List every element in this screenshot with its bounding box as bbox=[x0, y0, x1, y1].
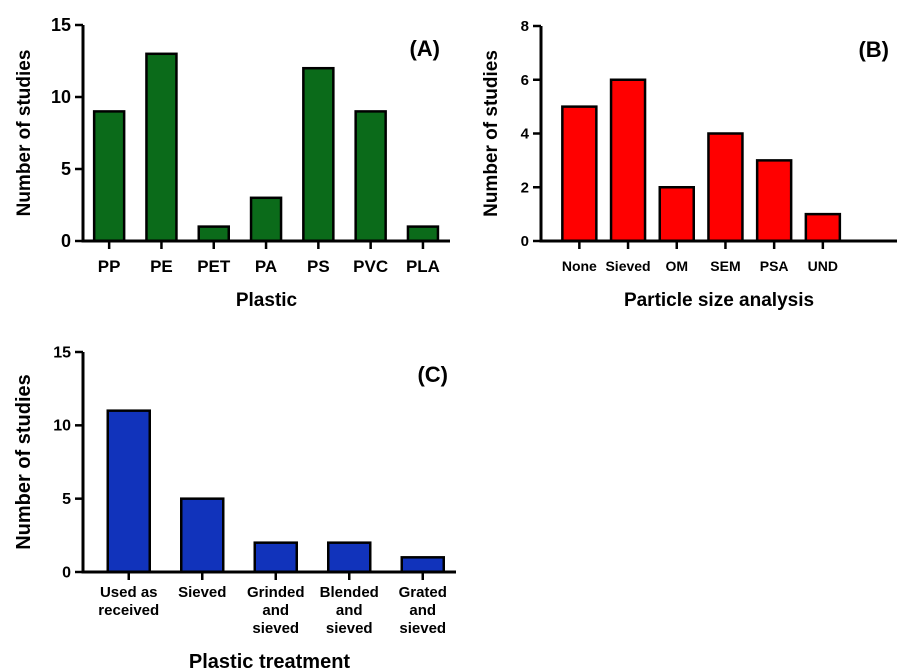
x-tick-label-2-4: sieved bbox=[399, 620, 446, 637]
x-axis-title: Particle size analysis bbox=[624, 290, 814, 311]
x-tick-label-0-5: PVC bbox=[353, 257, 388, 276]
x-tick-label-2-4: Grated bbox=[399, 584, 447, 601]
panel-tag: (C) bbox=[417, 362, 448, 387]
bar-0-1 bbox=[145, 52, 178, 243]
x-tick-label-1-1: Sieved bbox=[605, 258, 650, 274]
y-axis-title: Number of studies bbox=[13, 374, 35, 550]
x-tick-label-2-0: received bbox=[98, 602, 159, 619]
x-tick-label-1-4: PSA bbox=[760, 258, 789, 274]
bar-2-4 bbox=[400, 556, 445, 574]
y-axis-title: Number of studies bbox=[481, 50, 502, 217]
x-tick-label-1-5: UND bbox=[808, 258, 838, 274]
x-tick-label-2-3: Blended bbox=[320, 584, 379, 601]
bar-1-5 bbox=[804, 212, 842, 243]
y-tick-label-2-0: 0 bbox=[62, 564, 71, 581]
bar-0-4 bbox=[302, 66, 335, 243]
y-tick-label-2-3: 15 bbox=[53, 344, 71, 361]
x-tick-label-2-2: Grinded bbox=[247, 584, 305, 601]
x-tick-label-2-0: Used as bbox=[100, 584, 158, 601]
x-tick-label-1-2: OM bbox=[665, 258, 688, 274]
x-tick-label-1-0: None bbox=[562, 258, 597, 274]
y-tick-label-0-0: 0 bbox=[61, 231, 71, 251]
panel-tag: (B) bbox=[858, 37, 889, 62]
bar-0-5 bbox=[354, 110, 387, 243]
panel-b: 0 2 4 6 8 None Sieved OM SEM PSA UND Number of stud… bbox=[481, 18, 897, 311]
bar-0-0 bbox=[92, 110, 126, 243]
x-tick-label-2-3: sieved bbox=[326, 620, 373, 637]
y-tick-label-0-2: 10 bbox=[51, 87, 71, 107]
bar-2-3 bbox=[327, 541, 372, 574]
y-tick-label-2-2: 10 bbox=[53, 418, 71, 435]
bar-0-6 bbox=[406, 225, 440, 243]
y-axis-title: Number of studies bbox=[14, 50, 35, 217]
x-tick-label-2-1: Sieved bbox=[178, 584, 226, 601]
y-tick-label-2-1: 5 bbox=[62, 491, 71, 508]
x-tick-label-0-2: PET bbox=[197, 257, 231, 276]
y-tick-label-1-4: 8 bbox=[521, 18, 529, 35]
x-tick-label-0-4: PS bbox=[307, 257, 330, 276]
bar-2-1 bbox=[180, 497, 225, 574]
y-tick-label-0-3: 15 bbox=[51, 15, 71, 35]
y-tick-label-1-0: 0 bbox=[521, 233, 529, 250]
x-tick-label-0-0: PP bbox=[98, 257, 121, 276]
bar-0-3 bbox=[249, 196, 283, 243]
bar-2-0 bbox=[106, 409, 151, 574]
panel-a: 0 5 10 15 PP PE PET PA PS PVC PLA Number of studies… bbox=[14, 15, 450, 311]
panel-tag: (A) bbox=[409, 36, 440, 61]
bar-1-0 bbox=[561, 105, 598, 243]
bar-0-2 bbox=[197, 225, 230, 243]
x-tick-label-0-3: PA bbox=[255, 257, 277, 276]
x-tick-label-2-2: sieved bbox=[252, 620, 299, 637]
bar-1-2 bbox=[658, 186, 695, 243]
x-tick-label-2-4: and bbox=[409, 602, 436, 619]
bar-1-4 bbox=[755, 159, 793, 243]
bar-1-1 bbox=[609, 78, 647, 243]
x-tick-label-2-2: and bbox=[262, 602, 289, 619]
bar-2-2 bbox=[253, 541, 298, 574]
x-tick-label-1-3: SEM bbox=[710, 258, 740, 274]
x-tick-label-0-6: PLA bbox=[406, 257, 440, 276]
y-tick-label-0-1: 5 bbox=[61, 159, 71, 179]
x-axis-title: Plastic bbox=[236, 290, 298, 311]
y-tick-label-1-1: 2 bbox=[521, 179, 529, 196]
x-tick-label-0-1: PE bbox=[150, 257, 173, 276]
x-axis-title: Plastic treatment bbox=[189, 651, 351, 672]
bar-1-3 bbox=[707, 132, 744, 243]
y-tick-label-1-2: 4 bbox=[521, 126, 530, 143]
y-tick-label-1-3: 6 bbox=[521, 72, 529, 89]
x-tick-label-2-3: and bbox=[336, 602, 363, 619]
